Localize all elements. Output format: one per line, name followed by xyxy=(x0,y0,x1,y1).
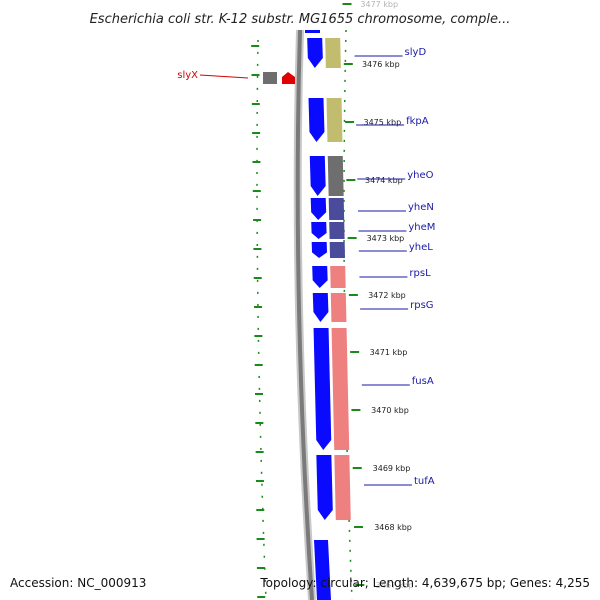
kbp-label: 3470 kbp xyxy=(371,406,409,415)
kbp-label: 3468 kbp xyxy=(374,523,412,532)
kbp-label: 3471 kbp xyxy=(370,348,408,357)
gene-block[interactable] xyxy=(330,266,346,288)
strand-arrow[interactable] xyxy=(312,266,328,288)
gene-block[interactable] xyxy=(328,198,345,220)
kbp-label: 3477 kbp xyxy=(360,0,398,9)
strand-arrow[interactable] xyxy=(313,328,332,450)
gene-label-rpsL[interactable]: rpsL xyxy=(409,268,431,279)
gene-label-fkpA[interactable]: fkpA xyxy=(406,116,429,127)
backbone xyxy=(293,29,316,600)
kbp-label: 3473 kbp xyxy=(367,234,405,243)
strand-arrow[interactable] xyxy=(308,98,325,142)
kbp-label: 3475 kbp xyxy=(364,118,402,127)
kbp-scale: 3477 kbp 3476 kbp 3475 kbp 3474 kbp 3473 kbp… xyxy=(251,0,414,598)
gene-label-rpsG[interactable]: rpsG xyxy=(410,300,433,311)
strand-arrow[interactable] xyxy=(311,222,327,239)
gene-label-fusA[interactable]: fusA xyxy=(412,376,434,387)
gene-block[interactable] xyxy=(327,156,344,196)
strand-arrow[interactable] xyxy=(307,38,323,68)
gene-label-yheO[interactable]: yheO xyxy=(407,170,433,181)
gene-block[interactable] xyxy=(329,242,346,258)
kbp-label: 3467 kbp xyxy=(376,581,414,590)
left-tick-track xyxy=(256,39,267,600)
gene-block[interactable] xyxy=(326,98,343,142)
strand-arrow[interactable] xyxy=(305,30,320,33)
topology-label: Topology: circular; Length: 4,639,675 bp… xyxy=(260,576,590,590)
gene-block[interactable] xyxy=(330,293,347,322)
strand-arrow[interactable] xyxy=(311,242,328,258)
gene-labels: slyD fkpA yheO yheN yheM yheL rpsL rpsG fusA tufA xyxy=(354,47,435,487)
kbp-label: 3469 kbp xyxy=(373,464,411,473)
gene-label-yheM[interactable]: yheM xyxy=(408,222,435,233)
gene-label-slyX[interactable]: slyX xyxy=(177,70,198,81)
gene-block[interactable] xyxy=(331,328,350,450)
kbp-label: 3474 kbp xyxy=(365,176,403,185)
gene-label-yheN[interactable]: yheN xyxy=(408,202,434,213)
strand-arrow[interactable] xyxy=(312,293,329,322)
kbp-label: 3472 kbp xyxy=(368,291,406,300)
strand-arrow[interactable] xyxy=(316,455,333,520)
gene-block[interactable] xyxy=(329,222,345,239)
gene-block[interactable] xyxy=(325,38,341,68)
gene-block[interactable] xyxy=(334,455,351,520)
gene-label-yheL[interactable]: yheL xyxy=(409,242,433,253)
slyX-leader xyxy=(199,74,249,79)
strand-arrow[interactable] xyxy=(314,540,331,600)
gene-label-slyD[interactable]: slyD xyxy=(405,47,427,58)
strand-arrow[interactable] xyxy=(309,156,326,196)
strand-arrow[interactable] xyxy=(310,198,327,220)
kbp-label: 3476 kbp xyxy=(362,60,400,69)
map-title: Escherichia coli str. K-12 substr. MG165… xyxy=(90,12,511,27)
feature-blocks xyxy=(305,30,351,600)
gene-label-tufA[interactable]: tufA xyxy=(414,476,435,487)
accession-label: Accession: NC_000913 xyxy=(10,576,147,590)
slyX-feature[interactable] xyxy=(263,72,295,84)
